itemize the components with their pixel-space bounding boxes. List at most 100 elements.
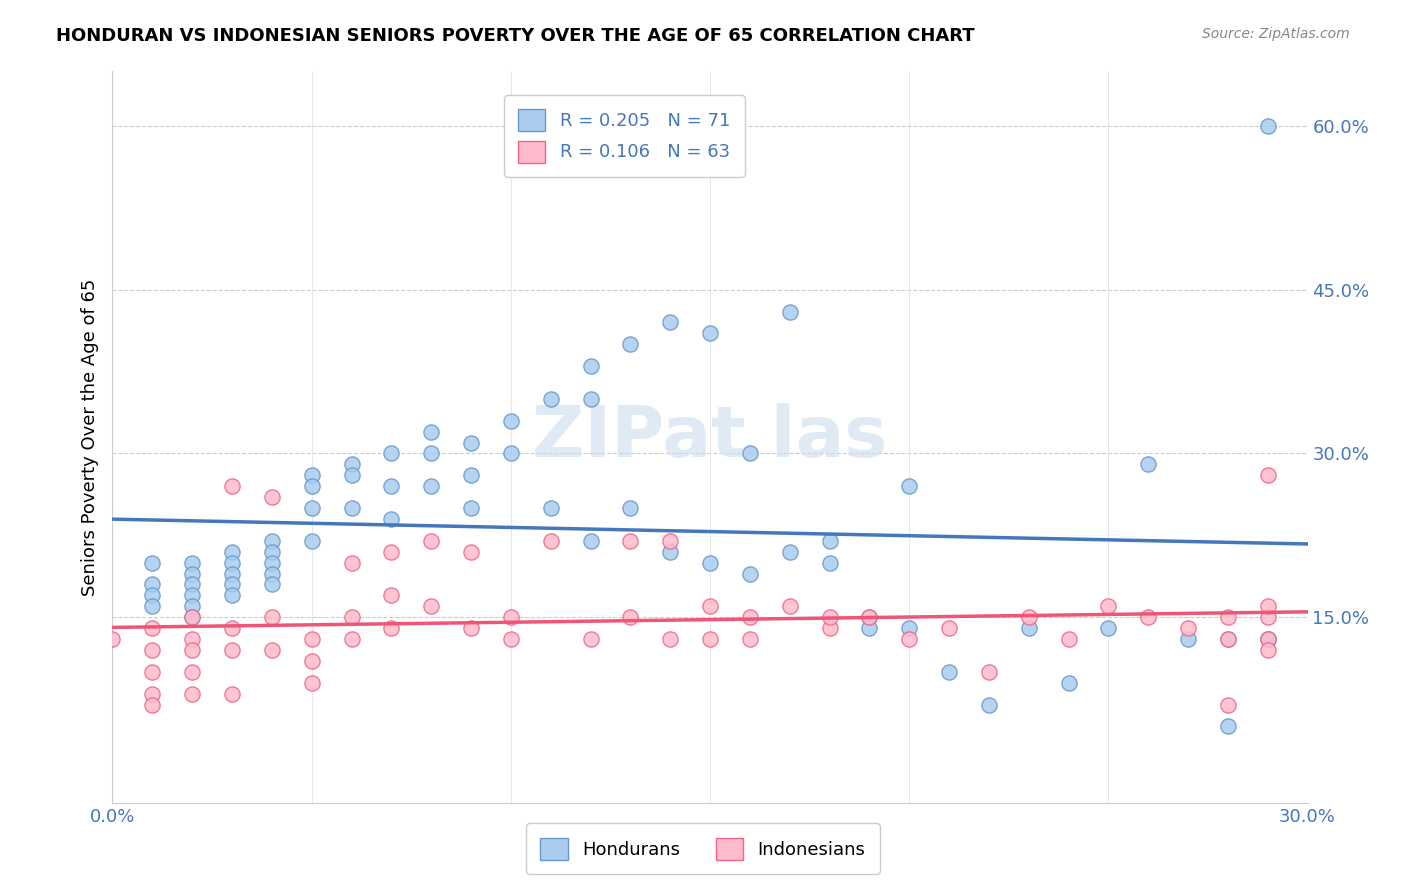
Indonesians [1177, 621, 1199, 635]
Hondurans [301, 533, 323, 548]
Hondurans [858, 610, 880, 624]
Hondurans [141, 599, 163, 614]
Hondurans [1018, 621, 1040, 635]
Text: HONDURAN VS INDONESIAN SENIORS POVERTY OVER THE AGE OF 65 CORRELATION CHART: HONDURAN VS INDONESIAN SENIORS POVERTY O… [56, 27, 974, 45]
Hondurans [380, 446, 402, 460]
Indonesians [1097, 599, 1119, 614]
Hondurans [858, 621, 880, 635]
Indonesians [221, 643, 243, 657]
Hondurans [181, 599, 204, 614]
Hondurans [181, 588, 204, 602]
Indonesians [1018, 610, 1040, 624]
Hondurans [181, 610, 204, 624]
Indonesians [141, 687, 163, 701]
Indonesians [340, 556, 363, 570]
Indonesians [141, 643, 163, 657]
Indonesians [181, 687, 204, 701]
Indonesians [818, 610, 841, 624]
Hondurans [499, 446, 522, 460]
Hondurans [1257, 119, 1279, 133]
Hondurans [420, 425, 443, 439]
Indonesians [1216, 698, 1239, 712]
Hondurans [221, 588, 243, 602]
Hondurans [1177, 632, 1199, 646]
Hondurans [460, 501, 482, 516]
Indonesians [260, 643, 283, 657]
Indonesians [779, 599, 801, 614]
Indonesians [460, 621, 482, 635]
Indonesians [340, 610, 363, 624]
Indonesians [898, 632, 921, 646]
Hondurans [1216, 632, 1239, 646]
Indonesians [699, 632, 721, 646]
Legend: R = 0.205   N = 71, R = 0.106   N = 63: R = 0.205 N = 71, R = 0.106 N = 63 [503, 95, 745, 177]
Indonesians [460, 545, 482, 559]
Indonesians [301, 675, 323, 690]
Indonesians [938, 621, 960, 635]
Hondurans [260, 556, 283, 570]
Indonesians [858, 610, 880, 624]
Hondurans [1216, 719, 1239, 733]
Hondurans [221, 577, 243, 591]
Indonesians [181, 632, 204, 646]
Indonesians [659, 533, 682, 548]
Indonesians [1257, 599, 1279, 614]
Indonesians [141, 698, 163, 712]
Hondurans [301, 501, 323, 516]
Hondurans [738, 566, 761, 581]
Hondurans [977, 698, 1000, 712]
Indonesians [738, 632, 761, 646]
Hondurans [1137, 458, 1160, 472]
Indonesians [1257, 632, 1279, 646]
Indonesians [301, 632, 323, 646]
Hondurans [699, 556, 721, 570]
Indonesians [141, 665, 163, 679]
Indonesians [380, 621, 402, 635]
Hondurans [659, 545, 682, 559]
Indonesians [1257, 643, 1279, 657]
Hondurans [380, 512, 402, 526]
Indonesians [499, 632, 522, 646]
Hondurans [898, 621, 921, 635]
Indonesians [221, 479, 243, 493]
Hondurans [460, 435, 482, 450]
Indonesians [380, 588, 402, 602]
Hondurans [340, 468, 363, 483]
Indonesians [420, 599, 443, 614]
Indonesians [818, 621, 841, 635]
Indonesians [181, 610, 204, 624]
Indonesians [499, 610, 522, 624]
Indonesians [619, 610, 641, 624]
Indonesians [141, 621, 163, 635]
Indonesians [420, 533, 443, 548]
Indonesians [1216, 632, 1239, 646]
Hondurans [579, 359, 602, 373]
Y-axis label: Seniors Poverty Over the Age of 65: Seniors Poverty Over the Age of 65 [80, 278, 98, 596]
Hondurans [221, 545, 243, 559]
Hondurans [181, 566, 204, 581]
Hondurans [818, 533, 841, 548]
Indonesians [1057, 632, 1080, 646]
Hondurans [221, 556, 243, 570]
Hondurans [699, 326, 721, 341]
Text: Source: ZipAtlas.com: Source: ZipAtlas.com [1202, 27, 1350, 41]
Hondurans [301, 479, 323, 493]
Indonesians [221, 621, 243, 635]
Indonesians [380, 545, 402, 559]
Indonesians [301, 654, 323, 668]
Indonesians [699, 599, 721, 614]
Hondurans [779, 304, 801, 318]
Hondurans [460, 468, 482, 483]
Indonesians [738, 610, 761, 624]
Hondurans [1257, 632, 1279, 646]
Hondurans [619, 501, 641, 516]
Hondurans [738, 446, 761, 460]
Hondurans [579, 533, 602, 548]
Indonesians [977, 665, 1000, 679]
Hondurans [579, 392, 602, 406]
Hondurans [221, 566, 243, 581]
Hondurans [260, 577, 283, 591]
Hondurans [818, 556, 841, 570]
Hondurans [898, 479, 921, 493]
Hondurans [540, 392, 562, 406]
